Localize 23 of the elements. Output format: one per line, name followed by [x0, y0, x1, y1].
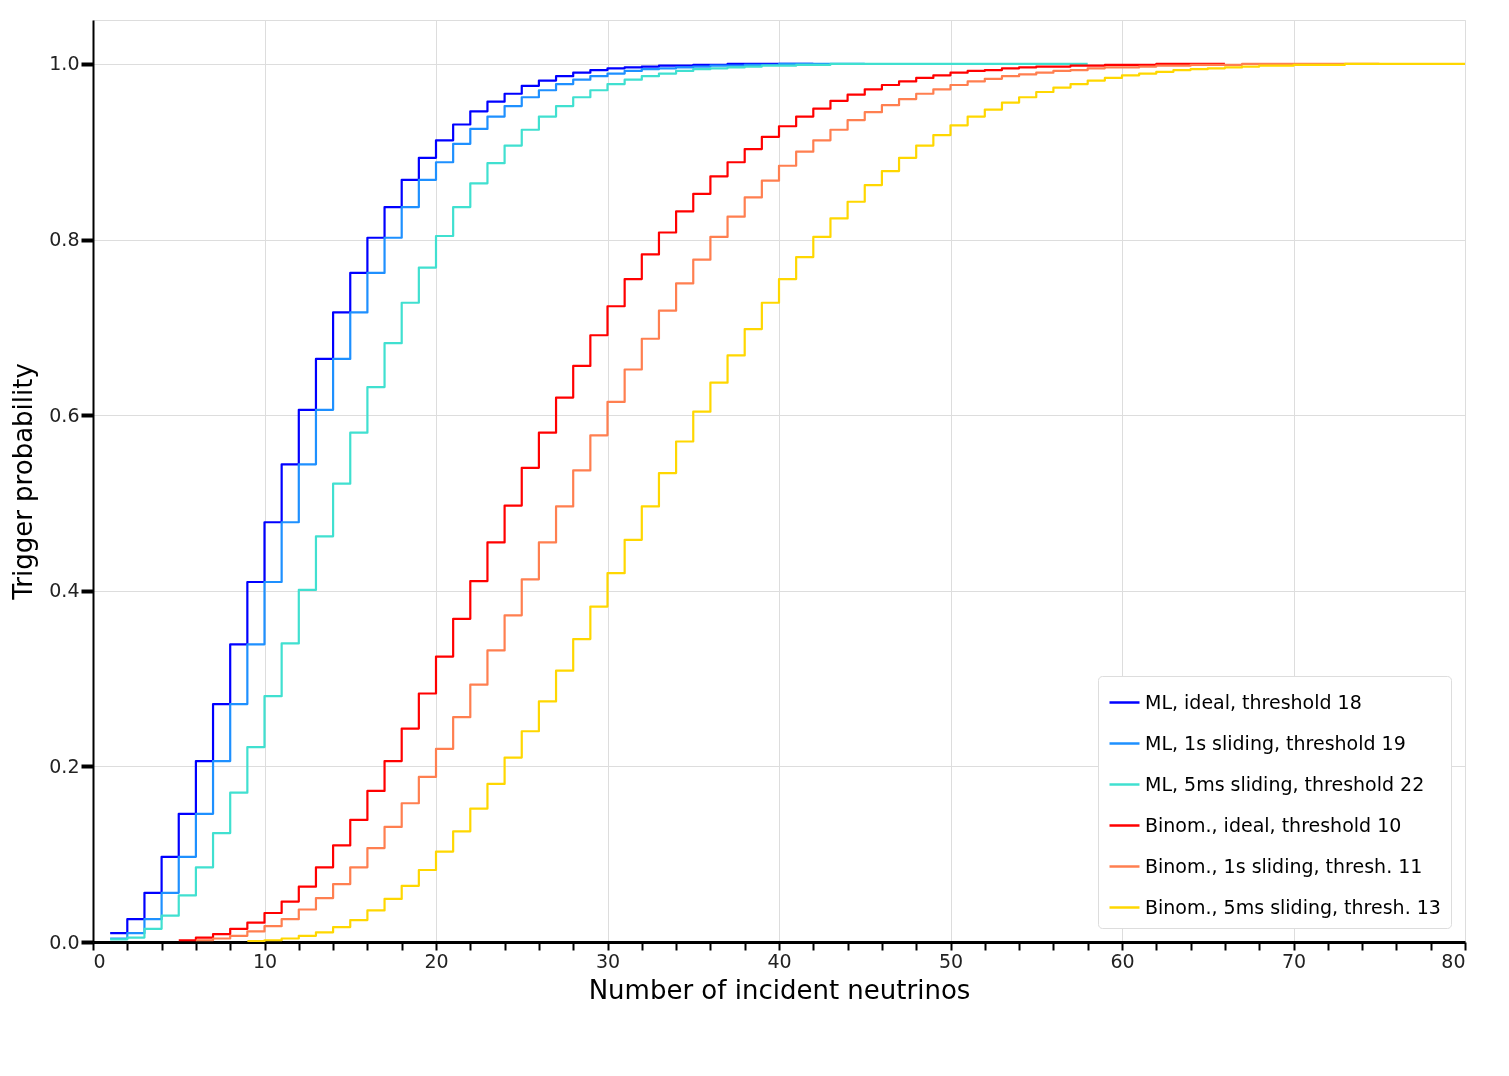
x-tick-label: 30: [595, 949, 621, 972]
legend-label: Binom., 1s sliding, thresh. 11: [1145, 854, 1423, 877]
y-axis-title: Trigger probability: [8, 363, 39, 601]
legend-label: Binom., ideal, threshold 10: [1145, 813, 1402, 836]
legend-label: ML, ideal, threshold 18: [1145, 690, 1362, 713]
x-tick-label: 0: [93, 949, 106, 972]
x-axis-title: Number of incident neutrinos: [588, 974, 971, 1005]
legend-label: Binom., 5ms sliding, thresh. 13: [1145, 895, 1441, 918]
y-tick-label: 0.2: [49, 754, 80, 777]
x-tick-label: 60: [1110, 949, 1135, 972]
x-tick-label: 20: [424, 949, 449, 972]
y-tick-label: 0.4: [49, 579, 80, 602]
x-tick-label: 50: [938, 949, 964, 972]
x-tick-label: 10: [252, 949, 278, 972]
x-tick-label: 40: [767, 949, 792, 972]
y-tick-label: 0.6: [49, 403, 80, 426]
y-tick-label: 0.0: [49, 930, 80, 953]
x-tick-label: 70: [1281, 949, 1307, 972]
x-tick-label: 80: [1441, 949, 1466, 972]
legend-label: ML, 5ms sliding, threshold 22: [1145, 772, 1425, 795]
y-tick-label: 1.0: [49, 52, 80, 75]
legend-label: ML, 1s sliding, threshold 19: [1145, 731, 1406, 754]
y-tick-label: 0.8: [49, 228, 80, 251]
